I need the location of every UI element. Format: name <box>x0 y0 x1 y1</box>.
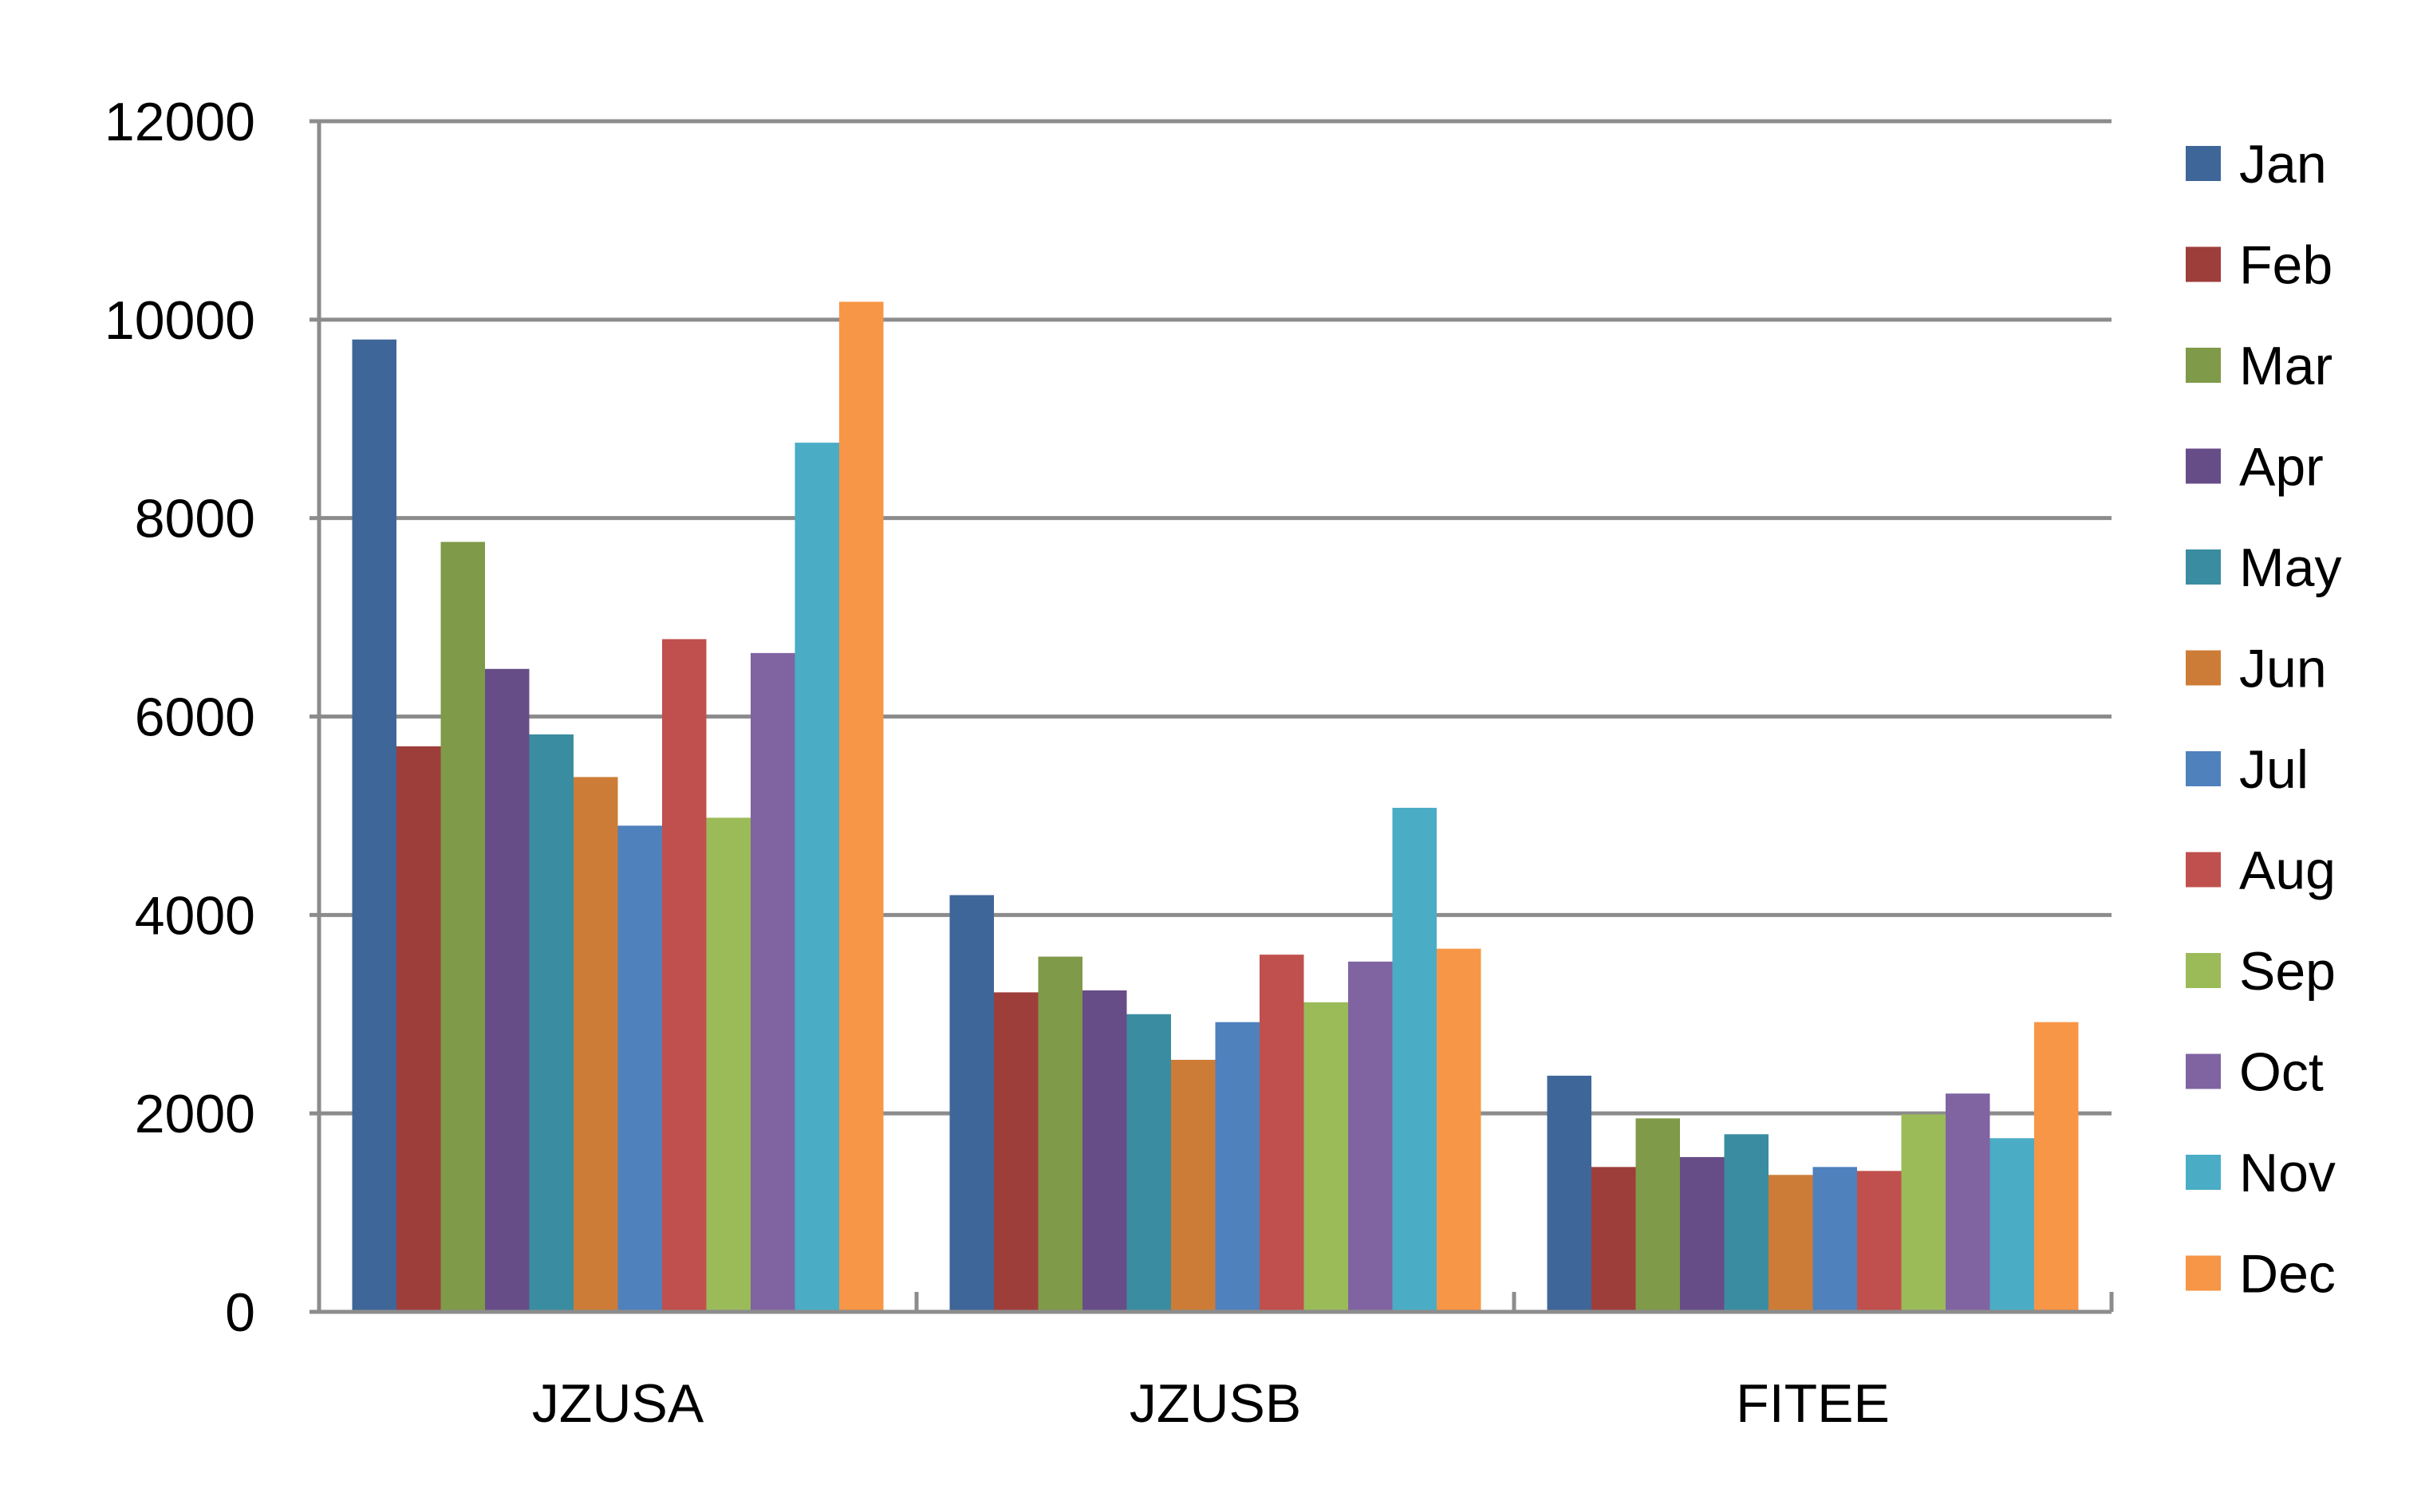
bar-feb-fitee <box>1591 1167 1636 1312</box>
legend-swatch <box>2186 751 2221 786</box>
bar-oct-jzusa <box>751 652 795 1312</box>
y-tick-label: 8000 <box>135 489 255 549</box>
bar-jul-fitee <box>1812 1167 1857 1312</box>
x-category-label: JZUSB <box>1130 1373 1301 1434</box>
legend-label: May <box>2239 537 2341 598</box>
axes <box>310 119 2114 1314</box>
bar-sep-fitee <box>1901 1114 1946 1312</box>
bar-aug-jzusb <box>1260 955 1304 1312</box>
bar-sep-jzusa <box>706 817 751 1312</box>
legend-swatch <box>2186 246 2221 282</box>
y-tick-label: 2000 <box>135 1084 255 1144</box>
bar-apr-jzusa <box>485 668 530 1312</box>
legend-swatch <box>2186 650 2221 686</box>
legend-swatch <box>2186 1255 2221 1291</box>
bar-apr-fitee <box>1680 1156 1725 1312</box>
legend-label: Jul <box>2239 739 2309 800</box>
bar-jun-jzusb <box>1171 1059 1216 1312</box>
bar-sep-jzusb <box>1303 1002 1348 1312</box>
bar-jul-jzusa <box>617 825 662 1312</box>
legend: Jan Feb Mar Apr May Jun Jul Aug Sep Oct Nov Dec <box>2186 134 2341 1305</box>
legend-swatch <box>2186 953 2221 988</box>
y-tick-label: 0 <box>225 1282 255 1343</box>
y-tick-label: 12000 <box>104 92 255 152</box>
bar-dec-jzusa <box>839 301 884 1312</box>
legend-swatch <box>2186 549 2221 585</box>
legend-swatch <box>2186 448 2221 484</box>
legend-label: Dec <box>2239 1244 2336 1305</box>
bar-nov-jzusa <box>795 443 839 1312</box>
legend-label: Nov <box>2239 1143 2336 1203</box>
bar-dec-jzusb <box>1437 948 1481 1312</box>
bar-nov-jzusb <box>1392 807 1437 1312</box>
legend-label: Jan <box>2239 134 2327 195</box>
bar-jan-fitee <box>1547 1075 1591 1312</box>
x-category-label: JZUSA <box>532 1373 704 1434</box>
bar-dec-fitee <box>2034 1022 2079 1312</box>
bar-mar-fitee <box>1635 1118 1680 1312</box>
bar-feb-jzusa <box>396 746 441 1312</box>
y-tick-labels: 0 2000 4000 6000 8000 10000 12000 <box>104 92 255 1343</box>
bar-apr-jzusb <box>1082 990 1127 1312</box>
bar-may-jzusb <box>1126 1014 1171 1312</box>
bar-nov-fitee <box>1989 1138 2034 1312</box>
bar-jun-fitee <box>1769 1175 1813 1312</box>
legend-label: Jun <box>2239 639 2327 699</box>
bar-may-fitee <box>1724 1134 1769 1312</box>
bar-may-jzusa <box>529 734 574 1312</box>
bar-oct-fitee <box>1946 1093 1990 1312</box>
legend-label: Mar <box>2239 336 2332 396</box>
bar-oct-jzusb <box>1348 961 1393 1312</box>
bar-mar-jzusa <box>440 541 485 1312</box>
x-category-labels: JZUSA JZUSB FITEE <box>532 1373 1890 1434</box>
bar-aug-jzusa <box>662 639 707 1312</box>
bars <box>352 301 2079 1312</box>
legend-label: Sep <box>2239 941 2336 1002</box>
legend-swatch <box>2186 146 2221 181</box>
bar-aug-fitee <box>1857 1171 1902 1312</box>
legend-label: Feb <box>2239 235 2332 296</box>
bar-jan-jzusb <box>949 895 994 1312</box>
legend-label: Oct <box>2239 1042 2324 1103</box>
legend-swatch <box>2186 852 2221 888</box>
legend-label: Aug <box>2239 841 2336 901</box>
bar-mar-jzusb <box>1038 956 1082 1312</box>
legend-swatch <box>2186 1053 2221 1089</box>
legend-swatch <box>2186 1155 2221 1190</box>
y-tick-label: 6000 <box>135 687 255 748</box>
bar-jan-jzusa <box>352 339 396 1312</box>
bar-feb-jzusb <box>994 992 1039 1312</box>
y-tick-label: 4000 <box>135 885 255 946</box>
legend-label: Apr <box>2239 437 2324 498</box>
bar-jul-jzusb <box>1215 1022 1260 1312</box>
legend-swatch <box>2186 348 2221 383</box>
bar-jun-jzusa <box>574 777 618 1312</box>
x-category-label: FITEE <box>1736 1373 1890 1434</box>
y-tick-label: 10000 <box>104 290 255 351</box>
